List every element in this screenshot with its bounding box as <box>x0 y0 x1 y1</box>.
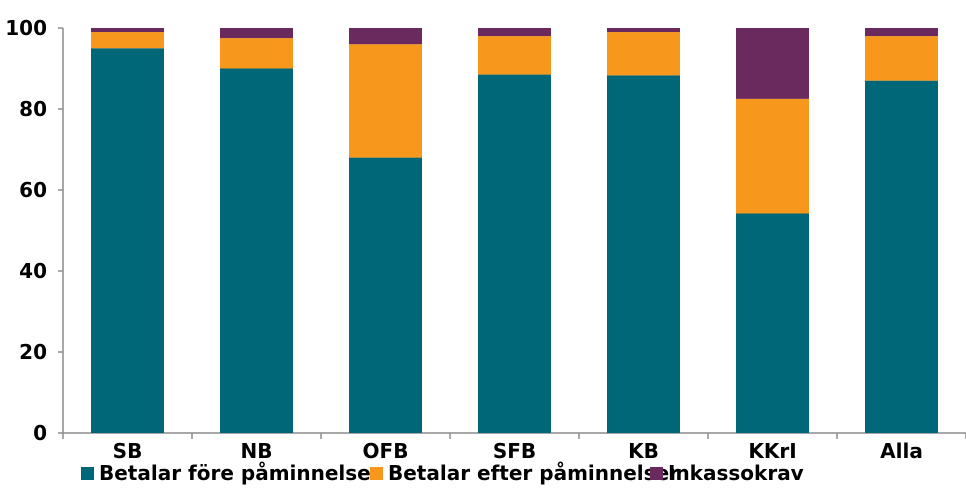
bar-segment <box>478 74 551 433</box>
bar-segment <box>349 44 422 158</box>
bar-segment <box>478 36 551 75</box>
legend-label: Betalar före påminnelse <box>99 461 371 485</box>
bar-segment <box>349 28 422 45</box>
x-category-label: SFB <box>493 439 536 463</box>
y-tick-label: 60 <box>19 178 47 202</box>
legend-label: Inkassokrav <box>668 461 804 485</box>
bar-segment <box>349 157 422 433</box>
bar-segment <box>865 36 938 81</box>
bar-segment <box>220 28 293 39</box>
y-tick-label: 20 <box>19 340 47 364</box>
legend-swatch <box>650 467 663 480</box>
legend-swatch <box>81 467 94 480</box>
x-category-label: OFB <box>363 439 409 463</box>
x-category-label: KB <box>628 439 659 463</box>
bar-segment <box>220 68 293 433</box>
legend-swatch <box>370 467 383 480</box>
bar-segment <box>607 28 680 33</box>
x-category-label: NB <box>241 439 273 463</box>
bar-segment <box>607 75 680 433</box>
bar-segment <box>91 32 164 49</box>
y-tick-label: 0 <box>33 421 47 445</box>
y-axis: 0 20 40 60 80 100 <box>5 16 64 445</box>
legend: Betalar före påminnelse Betalar efter påm… <box>81 461 804 485</box>
x-category-label: SB <box>113 439 143 463</box>
bar-segment <box>736 213 809 433</box>
bar-segment <box>865 28 938 37</box>
bar-segment <box>220 38 293 69</box>
bar-segment <box>736 98 809 214</box>
y-tick-label: 40 <box>19 259 47 283</box>
bar-segment <box>865 80 938 434</box>
x-category-label: Alla <box>880 439 923 463</box>
bar-segment <box>91 48 164 433</box>
x-axis: SB NB OFB SFB KB KKrI Alla <box>62 432 966 463</box>
bar-segment <box>478 28 551 37</box>
legend-label: Betalar efter påminnelser <box>388 461 679 485</box>
bar-segment <box>91 28 164 33</box>
y-tick-label: 100 <box>5 16 47 40</box>
y-tick-label: 80 <box>19 97 47 121</box>
x-category-label: KKrI <box>748 439 796 463</box>
bar-segment <box>607 32 680 76</box>
bars <box>91 28 938 434</box>
bar-segment <box>736 28 809 99</box>
